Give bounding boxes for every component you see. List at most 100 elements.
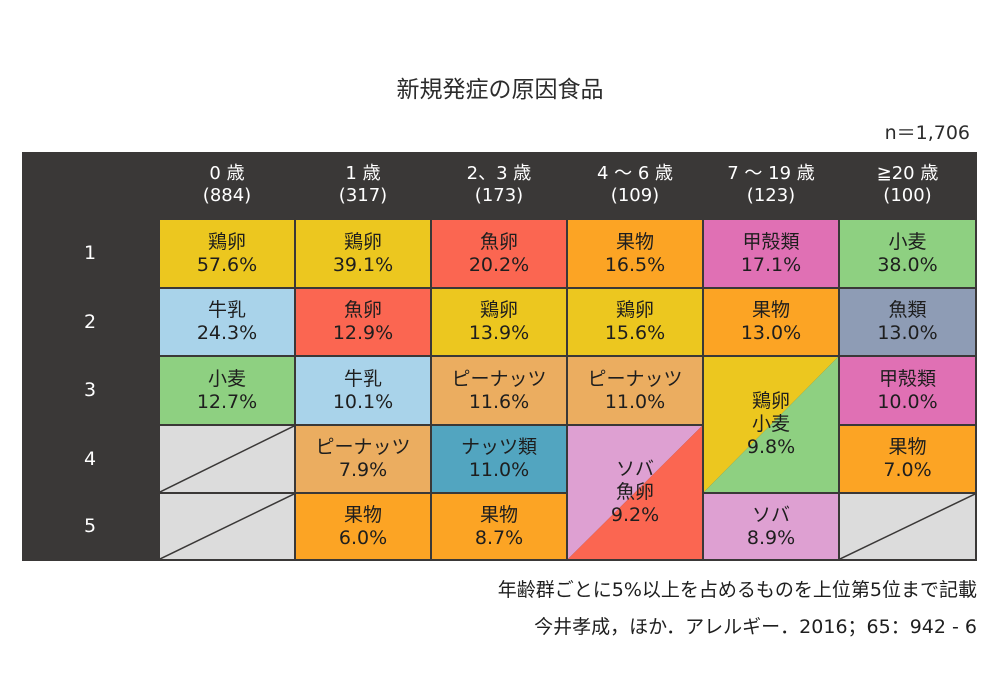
col-header-count: (109) xyxy=(610,185,660,206)
food-name: ピーナッツ xyxy=(315,436,411,458)
food-percent: 7.9% xyxy=(338,459,388,481)
food-name: 魚卵 xyxy=(615,481,654,503)
food-name: ソバ xyxy=(615,458,654,480)
food-percent: 9.2% xyxy=(610,504,660,526)
food-percent: 38.0% xyxy=(877,253,938,276)
food-percent: 8.7% xyxy=(474,526,524,549)
col-header-1: 1 歳 (317) xyxy=(296,152,430,218)
food-name: ピーナッツ xyxy=(451,367,547,390)
rank-label: 5 xyxy=(83,515,97,537)
food-percent: 39.1% xyxy=(332,253,394,276)
col-header-age: 0 歳 xyxy=(209,163,245,184)
food-name: 魚類 xyxy=(888,299,927,321)
food-percent: 10.0% xyxy=(877,390,938,413)
food-cell: 魚類 13.0% xyxy=(840,289,975,355)
sample-size-label: n＝1,706 xyxy=(884,122,970,144)
rank-label: 3 xyxy=(83,379,97,401)
food-cell: ナッツ類 11.0% xyxy=(432,426,566,492)
food-name: 果物 xyxy=(751,299,790,321)
food-name: 鶏卵 xyxy=(751,390,790,412)
col-header-age: 2、3 歳 xyxy=(466,163,532,184)
food-name: 果物 xyxy=(479,503,518,526)
food-percent: 6.0% xyxy=(338,526,388,549)
food-cell: 牛乳 24.3% xyxy=(160,289,294,355)
footnote-criteria: 年齢群ごとに5%以上を占めるものを上位第5位まで記載 xyxy=(497,579,977,601)
food-name: ナッツ類 xyxy=(460,436,537,458)
food-cell: 果物 8.7% xyxy=(432,494,566,559)
food-cell: 果物 7.0% xyxy=(840,426,975,492)
food-cell: ピーナッツ 11.0% xyxy=(568,357,702,424)
diagonal-strike xyxy=(840,494,975,559)
food-percent: 57.6% xyxy=(196,253,258,276)
food-name: 鶏卵 xyxy=(615,299,654,321)
food-name: 果物 xyxy=(343,503,382,526)
food-percent: 9.8% xyxy=(746,436,796,458)
food-name: ソバ xyxy=(751,503,790,526)
food-name: 鶏卵 xyxy=(207,230,246,253)
food-name: 小麦 xyxy=(207,367,246,390)
food-cell: 甲殻類 17.1% xyxy=(704,220,838,287)
food-name: 鶏卵 xyxy=(343,230,382,253)
col-header-4: 7 ～ 19 歳 (123) xyxy=(704,152,838,218)
col-header-3: 4 ～ 6 歳 (109) xyxy=(568,152,702,218)
empty-cell xyxy=(160,494,294,559)
rank-label: 2 xyxy=(83,310,97,333)
col-header-2: 2、3 歳 (173) xyxy=(432,152,566,218)
food-percent: 11.0% xyxy=(468,459,530,481)
food-percent: 16.5% xyxy=(604,253,666,276)
food-name: 魚卵 xyxy=(479,230,518,253)
food-percent: 13.0% xyxy=(740,322,802,344)
food-cell: 果物 16.5% xyxy=(568,220,702,287)
food-name: 果物 xyxy=(888,436,927,458)
food-cell: 小麦 38.0% xyxy=(840,220,975,287)
split-fill xyxy=(704,357,838,492)
food-percent: 8.9% xyxy=(746,526,796,549)
col-header-count: (173) xyxy=(474,185,524,206)
food-cell: 鶏卵 13.9% xyxy=(432,289,566,355)
food-percent: 20.2% xyxy=(468,253,530,276)
food-percent: 24.3% xyxy=(196,322,258,344)
food-percent: 13.9% xyxy=(468,322,530,344)
footnote-citation: 今井孝成，ほか．アレルギー．2016；65：942 - 6 xyxy=(534,616,977,638)
col-header-count: (884) xyxy=(202,185,252,206)
food-name: 牛乳 xyxy=(343,367,382,390)
food-cell: 鶏卵 57.6% xyxy=(160,220,294,287)
food-percent: 10.1% xyxy=(332,390,394,413)
food-percent: 11.6% xyxy=(468,390,530,413)
food-cell: 甲殻類 10.0% xyxy=(840,357,975,424)
food-cell: 果物 6.0% xyxy=(296,494,430,559)
food-percent: 12.7% xyxy=(196,390,258,413)
col-header-age: 7 ～ 19 歳 xyxy=(727,163,815,184)
col-header-age: 4 ～ 6 歳 xyxy=(596,163,674,184)
food-name: 甲殻類 xyxy=(878,367,936,390)
col-header-count: (100) xyxy=(883,185,932,206)
diagonal-strike xyxy=(160,494,294,559)
food-name: 魚卵 xyxy=(343,299,382,321)
food-cell: ピーナッツ 7.9% xyxy=(296,426,430,492)
diagonal-strike xyxy=(160,426,294,492)
food-cell: 魚卵 20.2% xyxy=(432,220,566,287)
empty-cell xyxy=(840,494,975,559)
food-cell: ソバ 8.9% xyxy=(704,494,838,559)
tied-food-cell: 鶏卵 小麦 9.8% xyxy=(704,357,838,492)
food-percent: 11.0% xyxy=(604,390,666,413)
food-cell: 鶏卵 15.6% xyxy=(568,289,702,355)
split-fill xyxy=(568,426,702,559)
food-cell: 果物 13.0% xyxy=(704,289,838,355)
food-name: 小麦 xyxy=(888,230,927,253)
rank-label: 1 xyxy=(83,242,97,264)
food-percent: 13.0% xyxy=(877,322,938,344)
col-header-age: ≧20 歳 xyxy=(876,163,939,184)
tied-food-cell: ソバ 魚卵 9.2% xyxy=(568,426,702,559)
food-percent: 15.6% xyxy=(604,322,666,344)
food-cell: 魚卵 12.9% xyxy=(296,289,430,355)
food-name: 鶏卵 xyxy=(479,299,518,321)
food-cell: 牛乳 10.1% xyxy=(296,357,430,424)
food-name: 果物 xyxy=(615,230,654,253)
food-name: 小麦 xyxy=(751,413,790,435)
col-header-5: ≧20 歳 (100) xyxy=(840,152,975,218)
col-header-count: (123) xyxy=(746,185,796,206)
food-percent: 7.0% xyxy=(883,459,932,481)
food-ranking-table: 0 歳 (884) 1 歳 (317) 2、3 歳 (173) 4 ～ 6 歳 … xyxy=(22,152,977,561)
food-percent: 17.1% xyxy=(740,253,802,276)
